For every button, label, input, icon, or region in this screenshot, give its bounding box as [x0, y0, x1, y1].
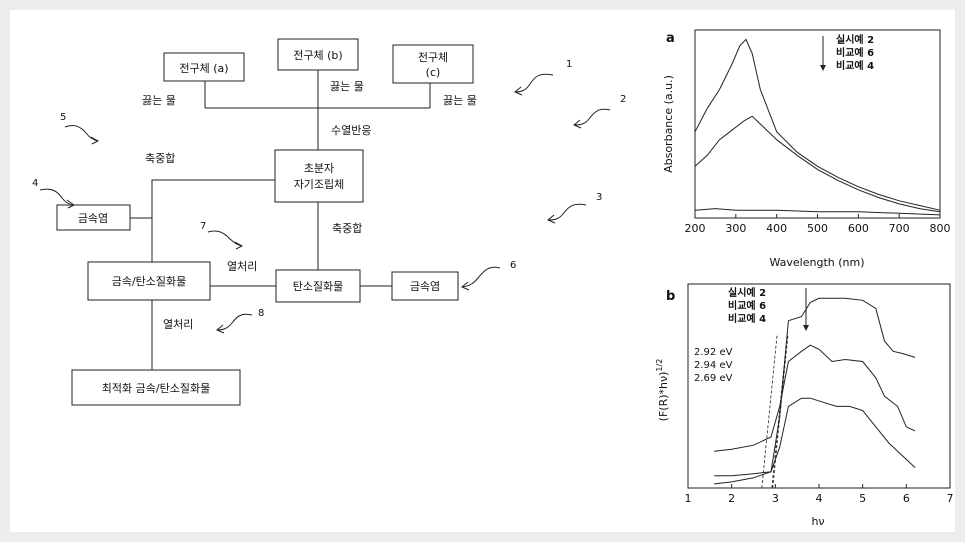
chart-0-x-tick-label: 200 — [685, 222, 706, 235]
hydrothermal-label: 수열반응 — [331, 124, 371, 137]
assembly-label-line2: 자기조립체 — [294, 178, 345, 191]
callout-1-number: 1 — [566, 59, 572, 70]
precursor-b-label: 전구체 (b) — [293, 49, 342, 62]
chart-1-x-tick-label: 3 — [772, 492, 779, 505]
chart-0-x-tick-label: 400 — [766, 222, 787, 235]
chart-b-x-ticks: 1 2 3 4 5 6 7 — [685, 484, 954, 505]
chart-a-legend-0: 실시예 2 — [836, 33, 874, 46]
callout-2: 2 — [573, 94, 626, 129]
chart-1-series-1-line — [714, 344, 916, 452]
polycondensation-right-label: 축중합 — [332, 222, 362, 235]
chart-0-x-tick-label: 600 — [848, 222, 869, 235]
callout-7-number: 7 — [200, 221, 206, 232]
callout-4-number: 4 — [32, 178, 38, 189]
precursor-b-box — [277, 38, 359, 71]
chart-a-x-ticks: 200 300 400 500 600 700 800 — [685, 214, 951, 235]
chart-0-x-tick-label: 500 — [807, 222, 828, 235]
callout-8: 8 — [216, 308, 264, 334]
metal-carbon-nitride-box — [87, 261, 211, 301]
callout-1: 1 — [514, 59, 572, 96]
polycondensation-left-label: 축중합 — [145, 152, 175, 165]
panel-b-label: b — [666, 289, 675, 304]
chart-0-x-tick-label: 800 — [930, 222, 951, 235]
chart-b-annotation-1: 2.94 eV — [694, 360, 733, 371]
chart-1-tangent-0 — [771, 334, 788, 489]
callout-5: 5 — [60, 112, 100, 145]
panel-a-label: a — [666, 31, 675, 46]
callout-2-number: 2 — [620, 94, 626, 105]
chart-1-series-2-line — [714, 397, 916, 485]
chart-0-x-tick-label: 300 — [725, 222, 746, 235]
callout-6-number: 6 — [510, 260, 516, 271]
chart-a-legend-2: 비교예 4 — [836, 59, 874, 72]
metal-salt-left-label: 금속염 — [78, 212, 108, 225]
assembly-box — [274, 149, 364, 203]
chart-0-series-0-line — [694, 38, 941, 211]
chart-a-legend-1: 비교예 6 — [836, 46, 874, 59]
chart-b-ylabel-sup: 1/2 — [655, 359, 664, 372]
heat-treatment-2-label: 열처리 — [163, 318, 193, 331]
precursor-c-label-line1: 전구체 — [418, 51, 448, 64]
chart-1-x-tick-label: 5 — [859, 492, 866, 505]
callout-8-number: 8 — [258, 308, 264, 319]
heat-treatment-1-label: 열처리 — [227, 260, 257, 273]
chart-0-series-1-line — [694, 115, 941, 213]
chart-b-legend-0: 실시예 2 — [728, 286, 766, 299]
chart-b-series — [714, 297, 916, 485]
optimized-label: 최적화 금속/탄소질화물 — [102, 382, 210, 395]
chart-a-series — [694, 38, 941, 216]
callout-7: 7 — [200, 221, 244, 250]
callout-4: 4 — [32, 178, 75, 209]
callout-3-number: 3 — [596, 192, 602, 203]
assembly-label-line1: 초분자 — [304, 162, 334, 175]
flow-connectors — [130, 70, 431, 370]
chart-a-xlabel: Wavelength (nm) — [769, 256, 864, 269]
callout-6: 6 — [461, 260, 516, 291]
chart-1-x-tick-label: 4 — [816, 492, 823, 505]
precursor-c-box — [392, 44, 474, 84]
chart-b-legend-2: 비교예 4 — [728, 312, 766, 325]
carbon-nitride-label: 탄소질화물 — [293, 280, 344, 293]
chart-1-x-tick-label: 1 — [685, 492, 692, 505]
chart-1-x-tick-label: 7 — [947, 492, 954, 505]
precursor-a-label: 전구체 (a) — [179, 62, 228, 75]
chart-b-annotation-2: 2.69 eV — [694, 373, 733, 384]
chart-1-x-tick-label: 2 — [728, 492, 735, 505]
precursor-a-box — [163, 52, 245, 82]
chart-1-series-0-line — [714, 297, 916, 477]
chart-b-bandgap-tangents — [761, 334, 789, 489]
chart-1-tangent-2 — [761, 334, 778, 489]
metal-salt-left-box — [56, 204, 131, 231]
metal-salt-right-label: 금속염 — [410, 280, 440, 293]
chart-a-ylabel: Absorbance (a.u.) — [662, 75, 675, 173]
chart-b-legend-1: 비교예 6 — [728, 299, 766, 312]
connector-assembly-left — [151, 179, 275, 262]
carbon-nitride-box — [275, 269, 361, 303]
callout-5-number: 5 — [60, 112, 66, 123]
chart-0-series-2-line — [694, 208, 941, 216]
boiling-water-c-label: 끓는 물 — [443, 94, 477, 107]
precursor-c-label-line2: (c) — [426, 66, 441, 79]
chart-1-tangent-1 — [772, 334, 789, 489]
chart-0-x-tick-label: 700 — [889, 222, 910, 235]
chart-b-ylabel-main: (F(R)*hν) — [657, 372, 670, 422]
boiling-water-a-label: 끓는 물 — [142, 94, 176, 107]
chart-b-annotation-0: 2.92 eV — [694, 347, 733, 358]
chart-1-x-tick-label: 6 — [903, 492, 910, 505]
optimized-box — [71, 369, 241, 406]
chart-b-xlabel: hν — [811, 515, 824, 528]
chart-b-ylabel: (F(R)*hν)1/2 — [655, 359, 670, 422]
metal-carbon-nitride-label: 금속/탄소질화물 — [112, 275, 187, 288]
boiling-water-b-label: 끓는 물 — [330, 80, 364, 93]
metal-salt-right-box — [391, 271, 459, 301]
callout-3: 3 — [547, 192, 602, 224]
